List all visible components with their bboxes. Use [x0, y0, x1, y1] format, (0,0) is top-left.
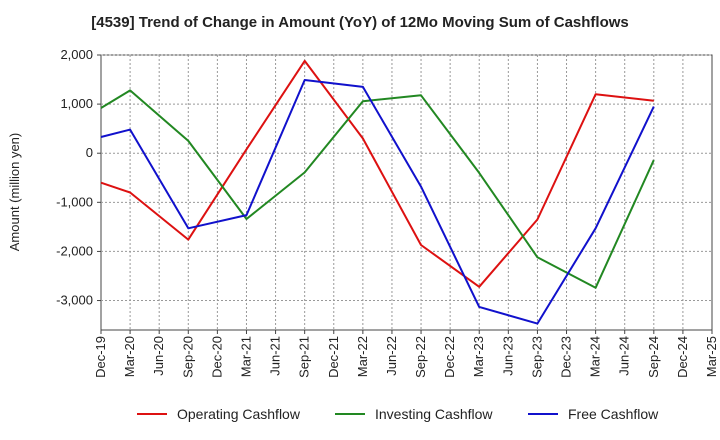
- chart-title: [4539] Trend of Change in Amount (YoY) o…: [91, 14, 629, 31]
- x-tick-label: Jun-21: [268, 336, 283, 376]
- plot-area: [100, 54, 713, 331]
- y-tick-label: 0: [86, 145, 93, 160]
- x-tick-label: Mar-23: [471, 336, 486, 377]
- x-tick-label: Mar-20: [122, 336, 137, 377]
- x-tick-label: Jun-23: [500, 336, 515, 376]
- x-tick-label: Dec-20: [209, 336, 224, 378]
- legend: Operating Cashflow Investing Cashflow Free…: [137, 406, 659, 422]
- y-tick-label: 1,000: [60, 96, 93, 111]
- x-tick-label: Sep-23: [529, 336, 544, 378]
- operating-cashflow-legend-label: Operating Cashflow: [177, 406, 301, 422]
- y-tick-label: -3,000: [56, 293, 93, 308]
- x-tick-label: Jun-24: [617, 336, 632, 376]
- investing-cashflow-line: [100, 89, 655, 289]
- y-axis-title: Amount (million yen): [7, 133, 22, 252]
- x-tick-label: Mar-22: [355, 336, 370, 377]
- x-tick-label: Jun-20: [151, 336, 166, 376]
- x-tick-label: Dec-21: [326, 336, 341, 378]
- operating-cashflow-line: [100, 59, 654, 288]
- grid-layer: [100, 54, 713, 331]
- x-tick-label: Sep-21: [297, 336, 312, 378]
- x-tick-label: Dec-24: [675, 336, 690, 378]
- y-tick-label: -1,000: [56, 194, 93, 209]
- x-tick-label: Sep-20: [180, 336, 195, 378]
- x-tick-label: Dec-23: [559, 336, 574, 378]
- x-tick-label: Jun-22: [384, 336, 399, 376]
- free-cashflow-legend-label: Free Cashflow: [568, 406, 659, 422]
- x-tick-label: Sep-24: [646, 336, 661, 378]
- x-tick-label: Mar-25: [704, 336, 719, 377]
- x-tick-label: Mar-24: [588, 336, 603, 377]
- series-layer: [100, 59, 655, 325]
- x-tick-label: Sep-22: [413, 336, 428, 378]
- x-tick-label: Mar-21: [238, 336, 253, 377]
- y-tick-label: -2,000: [56, 243, 93, 258]
- investing-cashflow-legend-label: Investing Cashflow: [375, 406, 493, 422]
- free-cashflow-line: [100, 79, 655, 325]
- x-tick-label: Dec-19: [93, 336, 108, 378]
- axis-layer: 2,000 1,000 0 -1,000 -2,000 -3,000 Dec-19 Mar-2…: [56, 47, 719, 378]
- y-tick-label: 2,000: [60, 47, 93, 62]
- x-tick-label: Dec-22: [442, 336, 457, 378]
